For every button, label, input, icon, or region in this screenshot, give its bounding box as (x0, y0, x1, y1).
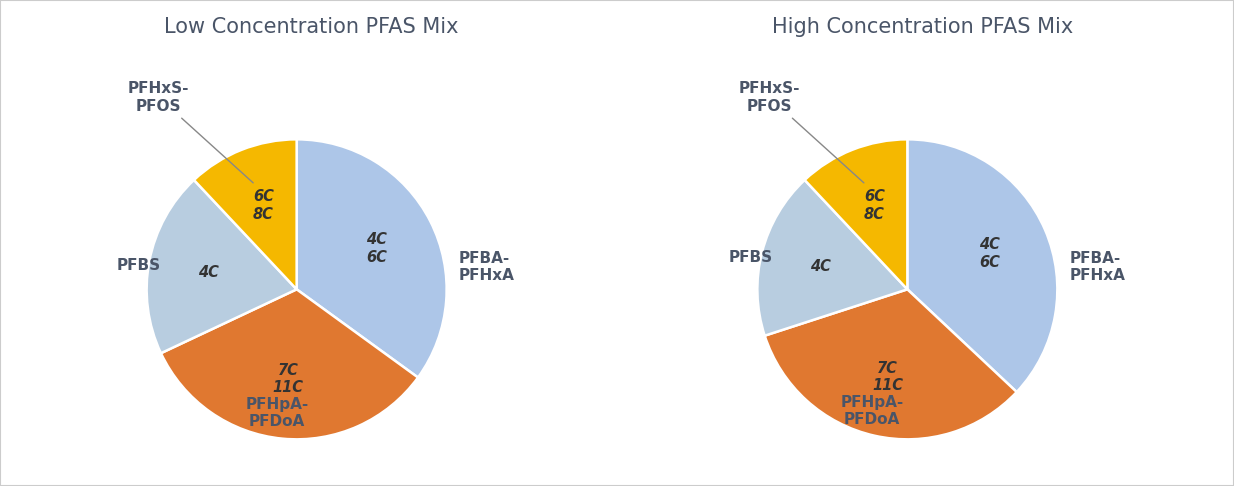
Wedge shape (805, 139, 907, 289)
Wedge shape (147, 180, 296, 353)
Text: PFBA-
PFHxA: PFBA- PFHxA (1070, 251, 1125, 283)
Text: 4C
6C: 4C 6C (366, 232, 387, 265)
Text: PFBA-
PFHxA: PFBA- PFHxA (459, 251, 515, 283)
Title: Low Concentration PFAS Mix: Low Concentration PFAS Mix (164, 17, 459, 36)
Text: 7C
11C: 7C 11C (872, 361, 903, 393)
Wedge shape (160, 289, 418, 439)
Text: 6C
8C: 6C 8C (253, 190, 274, 222)
Text: PFHpA-
PFDoA: PFHpA- PFDoA (840, 395, 903, 427)
Text: 4C: 4C (810, 260, 830, 275)
Text: PFBS: PFBS (729, 250, 772, 265)
Title: High Concentration PFAS Mix: High Concentration PFAS Mix (771, 17, 1074, 36)
Wedge shape (765, 289, 1017, 439)
Text: 4C: 4C (197, 265, 218, 280)
Text: PFHpA-
PFDoA: PFHpA- PFDoA (246, 397, 308, 430)
Text: 7C
11C: 7C 11C (273, 363, 304, 395)
Wedge shape (907, 139, 1058, 392)
Wedge shape (758, 180, 907, 336)
Text: PFHxS-
PFOS: PFHxS- PFOS (128, 81, 253, 183)
Wedge shape (194, 139, 296, 289)
Text: 4C
6C: 4C 6C (980, 237, 1001, 270)
Wedge shape (296, 139, 447, 378)
Text: PFBS: PFBS (116, 258, 160, 273)
Text: PFHxS-
PFOS: PFHxS- PFOS (739, 81, 864, 183)
Text: 6C
8C: 6C 8C (864, 190, 885, 222)
